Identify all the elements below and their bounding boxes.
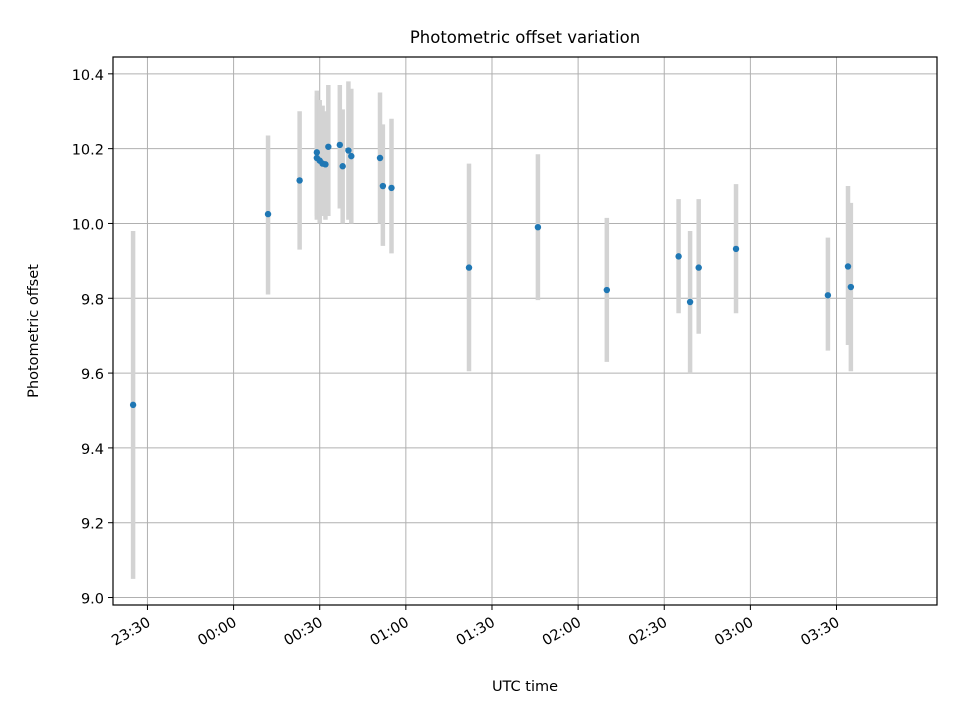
y-tick-label: 10.2 [72,143,104,159]
data-point [824,292,832,299]
y-tick-label: 9.2 [81,517,104,533]
y-tick-label: 9.6 [81,367,104,383]
chart-title: Photometric offset variation [410,28,640,47]
data-point [844,263,852,270]
data-point [336,141,344,149]
data-point [534,223,542,231]
data-point [675,253,682,260]
data-point [345,147,352,154]
data-point [686,298,694,306]
y-tick-label: 9.0 [81,592,104,608]
data-point [348,152,355,160]
data-point [313,149,321,156]
data-point [379,182,387,190]
plot-frame [112,56,938,606]
data-point [339,163,346,170]
data-point [264,210,272,218]
y-tick-label: 10.4 [72,68,104,84]
y-tick-label: 9.4 [81,442,104,458]
data-point [376,154,384,162]
data-point [325,143,332,150]
data-point [129,401,137,409]
data-point [296,177,303,184]
data-point [322,161,329,168]
data-point [695,264,702,271]
data-point [847,283,855,291]
data-point [603,286,611,294]
y-tick-label: 9.8 [81,292,104,308]
data-point [732,245,740,253]
data-point [388,184,395,192]
y-axis: 9.0 9.2 9.4 9.6 9.8 10.0 10.2 10.4 [72,68,113,608]
y-axis-label: Photometric offset [26,264,42,398]
point-series [129,141,855,409]
y-tick-label: 10.0 [72,217,104,233]
data-point [465,264,473,271]
x-axis-label: UTC time [492,679,558,695]
